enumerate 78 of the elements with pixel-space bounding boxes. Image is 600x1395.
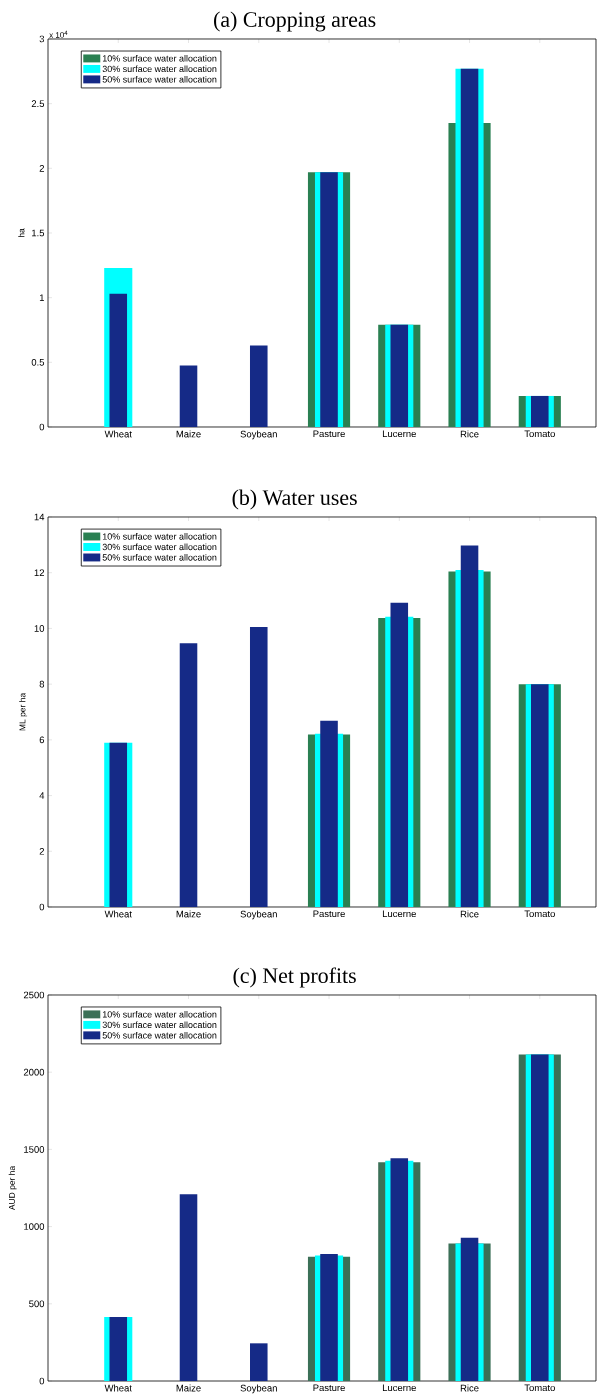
legend-label: 50% surface water allocation: [102, 75, 217, 83]
bar: [179, 643, 198, 907]
bar: [390, 324, 409, 427]
y-tick-label: 2: [39, 165, 45, 172]
bar: [531, 684, 549, 907]
y-tick-label: 12: [34, 569, 45, 577]
bar: [109, 1317, 128, 1381]
x-tick-label: Lucerne: [382, 1384, 416, 1392]
y-axis-title: AUD per ha: [8, 1165, 17, 1211]
bar: [460, 1237, 479, 1381]
x-tick-label: Wheat: [104, 1384, 132, 1392]
y-axis-title: ha: [18, 228, 25, 238]
x-tick-label: Pasture: [313, 910, 345, 918]
x-tick-label: Pasture: [313, 430, 345, 438]
y-tick-label: 1.5: [32, 229, 45, 237]
chart-title: (c) Net profits: [233, 967, 356, 988]
x-tick-label: Wheat: [104, 430, 132, 438]
x-tick-label: Maize: [176, 1384, 201, 1392]
bar: [460, 68, 479, 427]
x-tick-label: Soybean: [240, 910, 277, 920]
x-tick-label: Lucerne: [382, 910, 416, 918]
legend-label: 10% surface water allocation: [102, 1010, 217, 1018]
bar: [179, 365, 198, 427]
x-tick-label: Soybean: [240, 1384, 277, 1394]
y-tick-label: 14: [34, 513, 45, 521]
y-tick-label: 0: [39, 423, 45, 431]
x-tick-label: Maize: [176, 910, 201, 918]
y-tick-label: 500: [29, 1300, 45, 1308]
x-tick-label: Tomato: [524, 430, 555, 438]
bar: [249, 627, 268, 907]
chart-title: (b) Water uses: [232, 489, 357, 510]
bar: [320, 720, 338, 907]
bar: [249, 1343, 268, 1381]
y-tick-label: 2500: [23, 991, 45, 999]
chart-title: (a) Cropping areas: [214, 11, 376, 32]
bar: [249, 345, 268, 427]
x-tick-label: Soybean: [240, 430, 277, 440]
y-tick-label: 0: [39, 1377, 45, 1385]
x-tick-label: Rice: [460, 430, 479, 438]
y-axis-title: ML per ha: [19, 692, 28, 731]
y-tick-label: 1: [39, 294, 45, 301]
bar: [460, 545, 479, 907]
y-tick-label: 2: [39, 847, 45, 855]
x-tick-label: Rice: [460, 1384, 479, 1392]
bar: [179, 1194, 198, 1381]
y-tick-label: 10: [34, 625, 45, 632]
legend-label: 10% surface water allocation: [102, 55, 217, 62]
legend-label: 30% surface water allocation: [102, 65, 217, 73]
bar: [531, 1054, 549, 1381]
legend-label: 10% surface water allocation: [102, 533, 217, 540]
x-tick-label: Lucerne: [382, 430, 416, 438]
bar: [390, 602, 409, 907]
legend-label: 50% surface water allocation: [102, 1031, 217, 1039]
x-tick-label: Rice: [460, 910, 479, 918]
y-tick-label: 3: [39, 35, 45, 43]
y-tick-label: 6: [39, 736, 45, 744]
x-tick-label: Wheat: [104, 910, 132, 918]
bar: [531, 395, 549, 427]
x-tick-label: Tomato: [524, 910, 555, 918]
y-tick-label: 2.5: [31, 100, 45, 107]
y-tick-label: 4: [39, 792, 45, 799]
x-tick-label: Tomato: [524, 1384, 555, 1392]
x-tick-label: Maize: [176, 430, 201, 438]
bar: [320, 172, 338, 427]
y-tick-label: 1500: [24, 1146, 45, 1153]
legend-label: 50% surface water allocation: [102, 554, 217, 561]
bar: [320, 1253, 338, 1381]
y-tick-label: 8: [39, 680, 45, 688]
y-tick-label: 2000: [23, 1068, 45, 1076]
bar: [390, 1158, 409, 1381]
legend-label: 30% surface water allocation: [102, 543, 217, 551]
y-tick-label: 1000: [24, 1223, 45, 1230]
y-tick-label: 0: [39, 903, 45, 911]
legend-label: 30% surface water allocation: [102, 1021, 217, 1029]
bar: [109, 293, 128, 427]
bar: [109, 742, 128, 907]
y-tick-label: 0.5: [31, 358, 45, 366]
x-tick-label: Pasture: [313, 1384, 345, 1392]
